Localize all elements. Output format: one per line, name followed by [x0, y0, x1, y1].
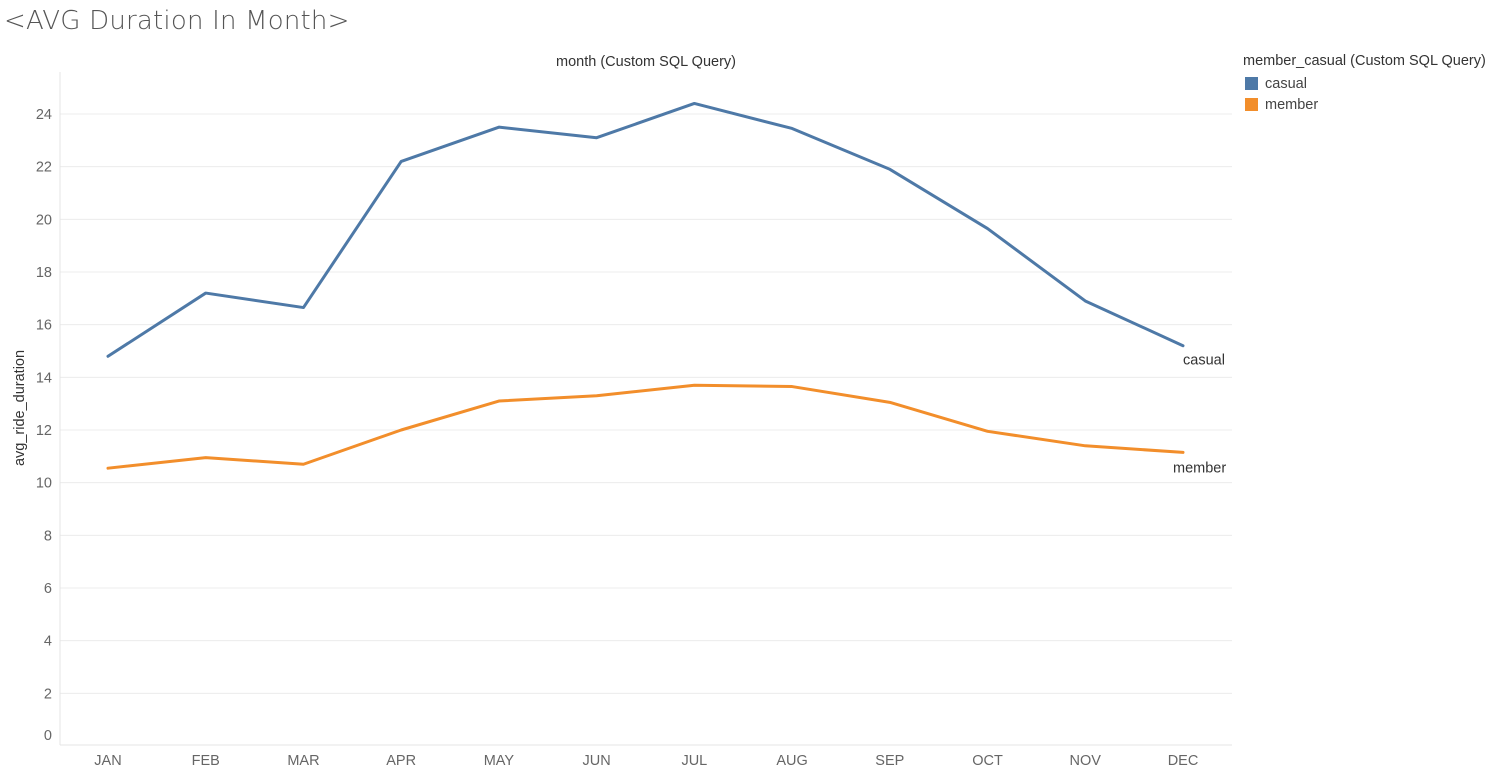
chart-title: month (Custom SQL Query) [556, 54, 736, 70]
series-line-casual[interactable] [106, 101, 1185, 358]
y-axis-label: avg_ride_duration [12, 350, 28, 466]
x-tick-label: AUG [776, 753, 807, 769]
y-tick-label: 6 [44, 581, 52, 597]
y-tick-label: 18 [36, 265, 52, 281]
series-line-member[interactable] [106, 383, 1185, 470]
legend-item-member[interactable]: member [1243, 94, 1486, 115]
x-tick-label: MAY [484, 753, 515, 769]
y-tick-label: 0 [44, 728, 52, 744]
y-tick-label: 4 [44, 634, 52, 650]
x-tick-label: JAN [94, 753, 121, 769]
y-tick-label: 24 [36, 107, 52, 123]
y-tick-label: 16 [36, 318, 52, 334]
legend-label: casual [1265, 75, 1307, 92]
gridlines [60, 113, 1232, 694]
y-tick-label: 22 [36, 160, 52, 176]
x-tick-label: DEC [1168, 753, 1199, 769]
y-tick-label: 2 [44, 686, 52, 702]
x-tick-label: APR [386, 753, 416, 769]
x-tick-label: OCT [972, 753, 1003, 769]
y-tick-label: 12 [36, 423, 52, 439]
x-tick-label: FEB [192, 753, 220, 769]
x-tick-label: JUL [681, 753, 707, 769]
page-title: <AVG Duration In Month> [4, 6, 350, 36]
legend-label: member [1265, 96, 1319, 113]
legend-item-casual[interactable]: casual [1243, 73, 1486, 94]
legend-title: member_casual (Custom SQL Query) [1243, 53, 1486, 69]
y-tick-label: 8 [44, 528, 52, 544]
x-tick-label: JUN [583, 753, 611, 769]
legend-swatch-casual [1245, 77, 1258, 90]
legend: member_casual (Custom SQL Query) casual … [1243, 53, 1486, 115]
y-tick-label: 20 [36, 212, 52, 228]
x-tick-label: SEP [875, 753, 904, 769]
series-lines: casual member [106, 101, 1226, 476]
y-tick-label: 14 [36, 370, 52, 386]
legend-swatch-member [1245, 98, 1258, 111]
y-tick-label: 10 [36, 476, 52, 492]
x-tick-label: MAR [287, 753, 319, 769]
x-tick-label: NOV [1070, 753, 1102, 769]
series-end-label-casual: casual [1183, 353, 1225, 369]
series-end-label-member: member [1173, 460, 1226, 476]
x-tick-labels: JAN FEB MAR APR MAY JUN JUL AUG SEP OCT NOV DEC [94, 753, 1198, 769]
